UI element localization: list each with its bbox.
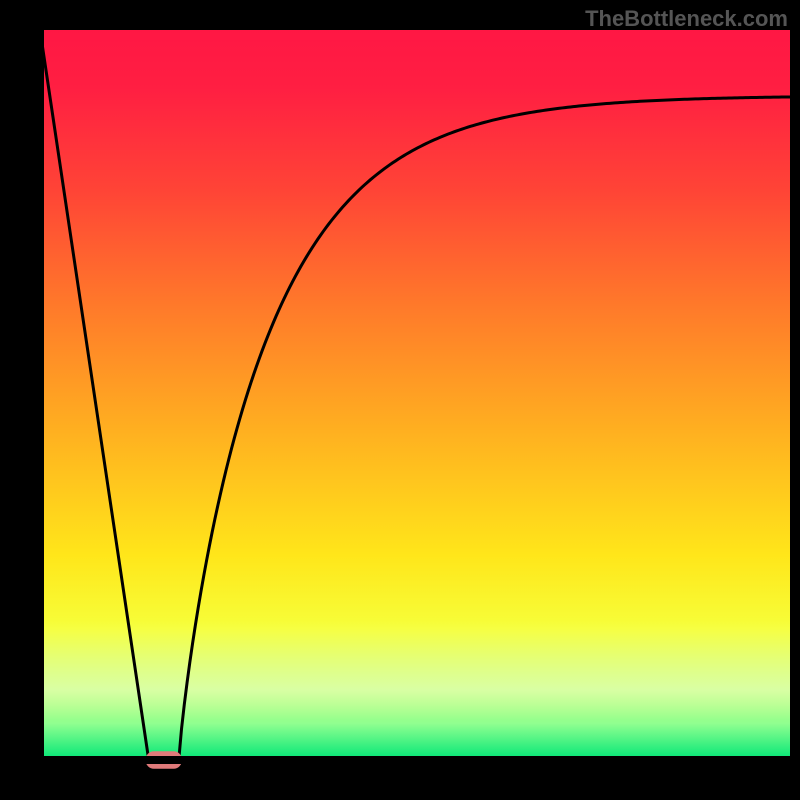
chart-light-band [40, 620, 790, 720]
chart-container: TheBottleneck.com [0, 0, 800, 800]
chart-svg [0, 0, 800, 800]
watermark-text: TheBottleneck.com [585, 6, 788, 32]
